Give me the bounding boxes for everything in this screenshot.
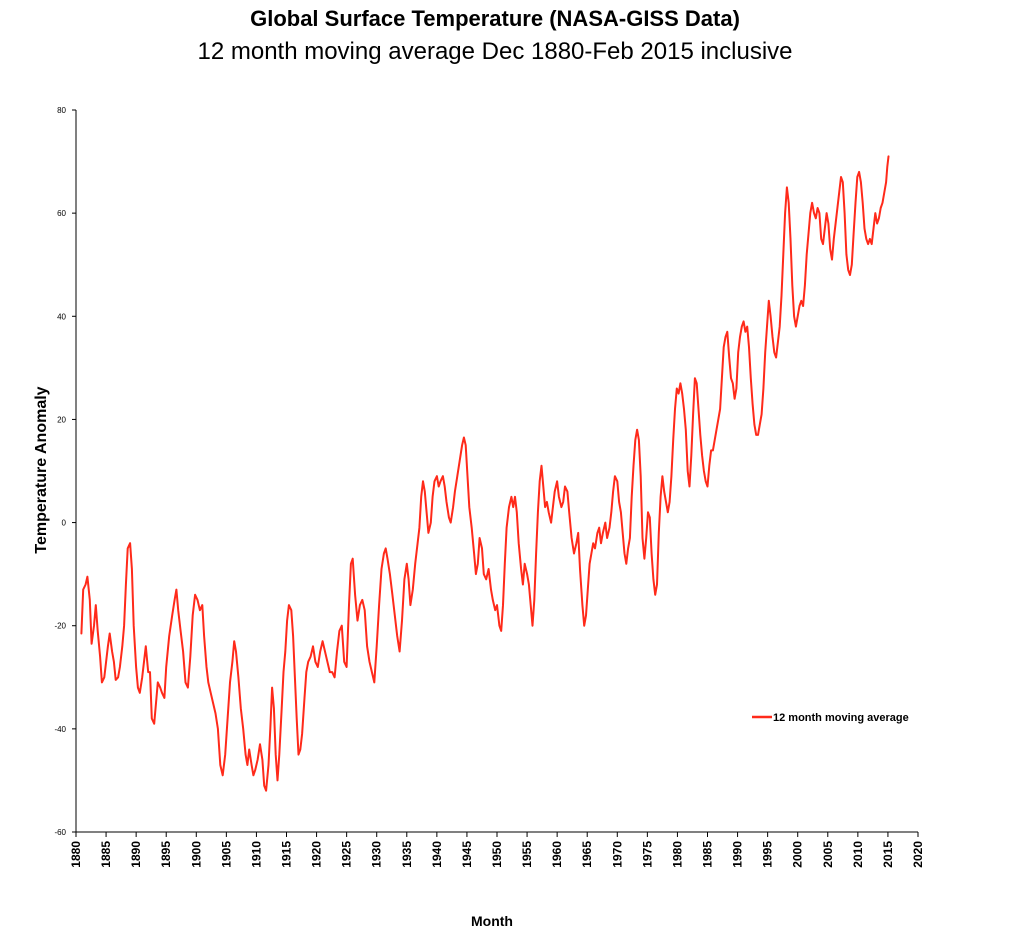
series-group (80, 155, 890, 792)
x-ticks: 1880 1885 1890 1895 1900 1905 1910 1915 1920 1925… (69, 832, 925, 868)
x-tick-label: 2015 (881, 841, 895, 868)
y-tick-label: 60 (57, 209, 66, 218)
x-tick-label: 1910 (249, 841, 263, 868)
x-tick-label: 1985 (701, 841, 715, 868)
chart-subtitle: 12 month moving average Dec 1880-Feb 201… (197, 38, 793, 65)
x-tick-label: 1980 (670, 841, 684, 868)
x-tick-label: 1915 (280, 841, 294, 868)
x-tick-label: 1945 (460, 841, 474, 868)
x-tick-label: 1895 (159, 841, 173, 868)
y-tick-label: -20 (54, 622, 66, 631)
x-tick-label: 1995 (761, 841, 775, 868)
y-tick-label: 40 (57, 312, 66, 321)
legend-label: 12 month moving average (773, 712, 909, 724)
y-tick-label: -60 (54, 828, 66, 837)
x-tick-label: 2020 (911, 841, 925, 868)
y-tick-label: 20 (57, 415, 66, 424)
x-tick-label: 1940 (430, 841, 444, 868)
x-tick-label: 1935 (400, 841, 414, 868)
x-tick-label: 1965 (580, 841, 594, 868)
x-tick-label: 1885 (99, 841, 113, 868)
y-tick-label: 0 (62, 519, 67, 528)
x-tick-label: 2010 (851, 841, 865, 868)
x-tick-label: 1905 (219, 841, 233, 868)
x-tick-label: 1955 (520, 841, 534, 868)
series-line (80, 155, 890, 792)
x-tick-label: 1960 (550, 841, 564, 868)
x-tick-label: 1930 (370, 841, 384, 868)
x-tick-label: 2005 (821, 841, 835, 868)
x-tick-label: 1970 (610, 841, 624, 868)
x-tick-label: 1950 (490, 841, 504, 868)
x-tick-label: 1920 (310, 841, 324, 868)
x-axis-label: Month (471, 913, 513, 929)
chart-title: Global Surface Temperature (NASA-GISS Da… (250, 6, 740, 31)
x-tick-label: 1890 (129, 841, 143, 868)
x-tick-label: 1900 (189, 841, 203, 868)
legend: 12 month moving average (752, 712, 909, 724)
y-axis-label: Temperature Anomaly (33, 386, 50, 553)
x-tick-label: 1990 (731, 841, 745, 868)
x-tick-label: 1880 (69, 841, 83, 868)
y-tick-label: 80 (57, 106, 66, 115)
x-tick-label: 2000 (791, 841, 805, 868)
x-tick-label: 1925 (340, 841, 354, 868)
y-ticks: -60 -40 -20 0 20 40 60 80 (54, 106, 76, 837)
x-tick-label: 1975 (640, 841, 654, 868)
y-tick-label: -40 (54, 725, 66, 734)
